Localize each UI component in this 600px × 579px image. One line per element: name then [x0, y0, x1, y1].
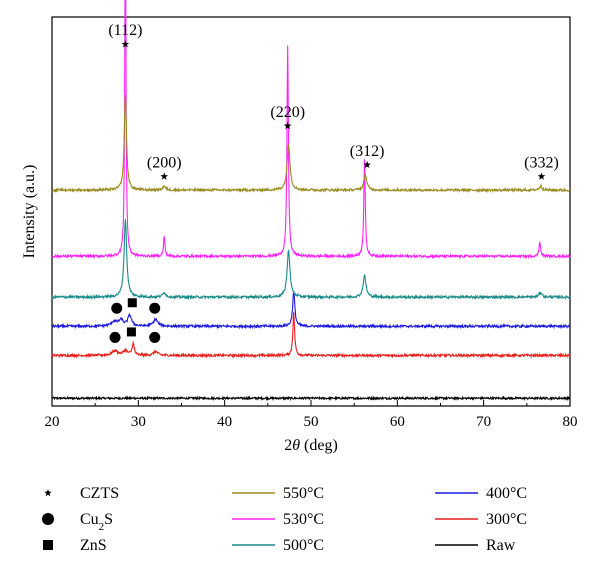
peak-label: (200) [147, 154, 182, 171]
legend-line-label: 530°C [283, 511, 324, 528]
y-axis-label: Intensity (a.u.) [21, 165, 38, 259]
legend-line-label: 300°C [486, 511, 527, 528]
zns-square-marker [127, 298, 137, 308]
peak-label: (312) [350, 143, 385, 160]
cu2s-circle-marker [109, 331, 121, 343]
legend-line-label: 500°C [283, 537, 324, 554]
legend: CZTS Cu2S ZnS 550°C 530°C 500°C 400°C 300°C Raw [42, 485, 527, 554]
legend-line-label: 550°C [283, 485, 324, 502]
czts-star-marker [537, 172, 546, 180]
legend-zns-square [43, 540, 53, 550]
cu2s-circle-marker [111, 302, 123, 314]
axis-layer: 20 30 40 50 60 70 80 [45, 400, 578, 430]
series-line-550-c [51, 93, 571, 194]
series-layer [51, 0, 571, 402]
peak-label: (112) [108, 22, 142, 39]
czts-star-marker [283, 121, 292, 130]
legend-czts-star [44, 489, 52, 497]
x-tick-label: 70 [476, 414, 491, 430]
peak-annotation-layer: (112) (200) (220) (312) (332) [108, 22, 559, 180]
czts-star-marker [363, 160, 371, 169]
czts-star-marker [160, 172, 169, 180]
phase-marker-layer [109, 298, 161, 343]
x-tick-label: 80 [563, 414, 578, 430]
zns-square-marker [126, 327, 136, 337]
x-tick-label: 30 [131, 414, 146, 430]
x-tick-label: 20 [45, 414, 60, 430]
x-tick-label: 60 [390, 414, 405, 430]
czts-star-marker [121, 40, 130, 48]
x-tick-label: 40 [217, 414, 232, 430]
series-line-300-c [51, 311, 571, 359]
x-tick-label: 50 [304, 414, 319, 430]
cu2s-circle-marker [149, 331, 161, 343]
legend-line-label: Raw [486, 537, 516, 554]
series-line-500-c [51, 219, 571, 301]
cu2s-circle-marker [149, 302, 161, 314]
series-line-raw [51, 395, 571, 402]
legend-marker-label: CZTS [80, 485, 119, 502]
plot-frame [51, 16, 571, 407]
series-line-530-c [51, 0, 571, 260]
x-axis-label: 2θ (deg) [284, 437, 338, 454]
legend-marker-label: ZnS [80, 537, 107, 554]
legend-cu2s-circle [42, 513, 54, 525]
series-line-400-c [51, 291, 571, 330]
peak-label: (332) [524, 154, 559, 171]
peak-label: (220) [270, 104, 305, 121]
legend-marker-label: Cu2S [80, 511, 113, 533]
legend-line-label: 400°C [486, 485, 527, 502]
